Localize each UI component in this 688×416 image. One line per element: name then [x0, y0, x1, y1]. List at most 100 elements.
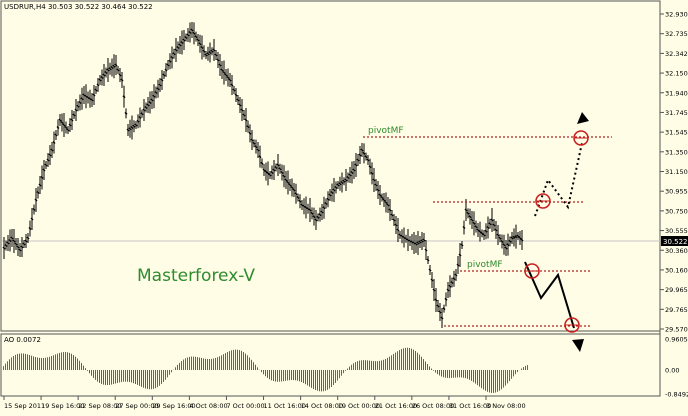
- ao-bar: [343, 370, 344, 373]
- candle-body: [61, 122, 63, 124]
- candle-body: [317, 216, 319, 218]
- ao-bar: [319, 370, 320, 391]
- ao-bar: [463, 370, 464, 378]
- candle-body: [389, 209, 391, 211]
- ao-bar: [301, 370, 302, 382]
- candle-body: [45, 164, 47, 166]
- candle-body: [359, 154, 361, 156]
- ao-bar: [327, 370, 328, 390]
- candle-body: [441, 317, 443, 319]
- candle-body: [397, 229, 399, 231]
- candle-body: [279, 168, 281, 170]
- candle-body: [121, 79, 123, 81]
- candle-body: [435, 299, 437, 301]
- ao-bar: [149, 370, 150, 389]
- ao-bar: [425, 361, 426, 370]
- ao-bar: [255, 365, 256, 370]
- ao-bar: [139, 370, 140, 386]
- candle-body: [191, 29, 193, 31]
- ao-bar: [521, 368, 522, 370]
- ao-bar: [285, 370, 286, 381]
- ao-bar: [43, 358, 44, 370]
- ao-bar: [349, 367, 350, 370]
- candle-body: [93, 94, 95, 96]
- candle-body: [107, 69, 109, 71]
- ao-bar: [289, 370, 290, 380]
- candle-body: [463, 227, 465, 229]
- ao-bar: [399, 350, 400, 370]
- candle-body: [371, 172, 373, 174]
- ao-bar: [183, 360, 184, 370]
- candle-body: [449, 285, 451, 287]
- ao-bar: [105, 370, 106, 385]
- candle-body: [161, 79, 163, 81]
- ao-bar: [81, 363, 82, 370]
- bullish-scenario-path: [535, 143, 582, 216]
- ao-bar: [429, 366, 430, 370]
- ao-bar: [217, 357, 218, 370]
- price-tick-label: 30.955: [665, 188, 688, 196]
- ao-bar: [45, 358, 46, 370]
- candle-body: [119, 74, 121, 76]
- price-tick-label: 32.150: [665, 70, 688, 78]
- ao-bar: [145, 370, 146, 388]
- candlestick-series[interactable]: [3, 22, 523, 328]
- ao-bar: [297, 370, 298, 381]
- ao-bar: [251, 360, 252, 370]
- ao-bar: [107, 370, 108, 385]
- candle-body: [391, 214, 393, 216]
- candle-body: [429, 269, 431, 271]
- candle-body: [69, 124, 71, 126]
- ao-bar: [507, 370, 508, 383]
- candle-body: [295, 193, 297, 195]
- candle-body: [333, 189, 335, 191]
- ao-bar: [461, 370, 462, 377]
- ao-bar: [65, 352, 66, 370]
- candle-body: [103, 74, 105, 76]
- candle-body: [203, 50, 205, 52]
- ao-bar: [33, 356, 34, 370]
- candle-body: [273, 169, 275, 171]
- candle-body: [271, 172, 273, 174]
- candle-body: [365, 156, 367, 158]
- candle-body: [227, 77, 229, 79]
- candle-body: [177, 47, 179, 49]
- ao-bar: [41, 358, 42, 370]
- candle-body: [237, 99, 239, 101]
- candle-body: [27, 237, 29, 239]
- candle-body: [255, 146, 257, 148]
- ao-bar: [159, 370, 160, 386]
- candle-body: [211, 50, 213, 52]
- ao-bar: [315, 370, 316, 390]
- ao-bar: [69, 353, 70, 370]
- candle-body: [329, 194, 331, 196]
- ao-bar: [37, 358, 38, 370]
- candle-body: [105, 72, 107, 74]
- ao-bar: [363, 360, 364, 370]
- ao-bar: [499, 370, 500, 391]
- ao-bar: [55, 354, 56, 370]
- ao-bar: [85, 368, 86, 370]
- ao-bar: [365, 360, 366, 370]
- ao-bar: [205, 359, 206, 370]
- ao-bar: [481, 370, 482, 388]
- candle-body: [129, 128, 131, 130]
- candle-body: [495, 229, 497, 231]
- ao-bar: [225, 353, 226, 370]
- ao-bar: [109, 370, 110, 385]
- candle-body: [487, 227, 489, 229]
- ao-bar: [189, 357, 190, 370]
- ao-bar: [439, 370, 440, 375]
- ao-bar: [377, 361, 378, 370]
- candle-body: [269, 174, 271, 176]
- ao-bar: [23, 354, 24, 370]
- ao-bar: [385, 359, 386, 370]
- ao-bar: [243, 352, 244, 370]
- ao-bar: [513, 370, 514, 376]
- candle-body: [519, 237, 521, 239]
- candle-body: [15, 243, 17, 245]
- price-tick-label: 29.965: [665, 286, 688, 294]
- ao-bar: [75, 357, 76, 370]
- ao-bar: [517, 370, 518, 372]
